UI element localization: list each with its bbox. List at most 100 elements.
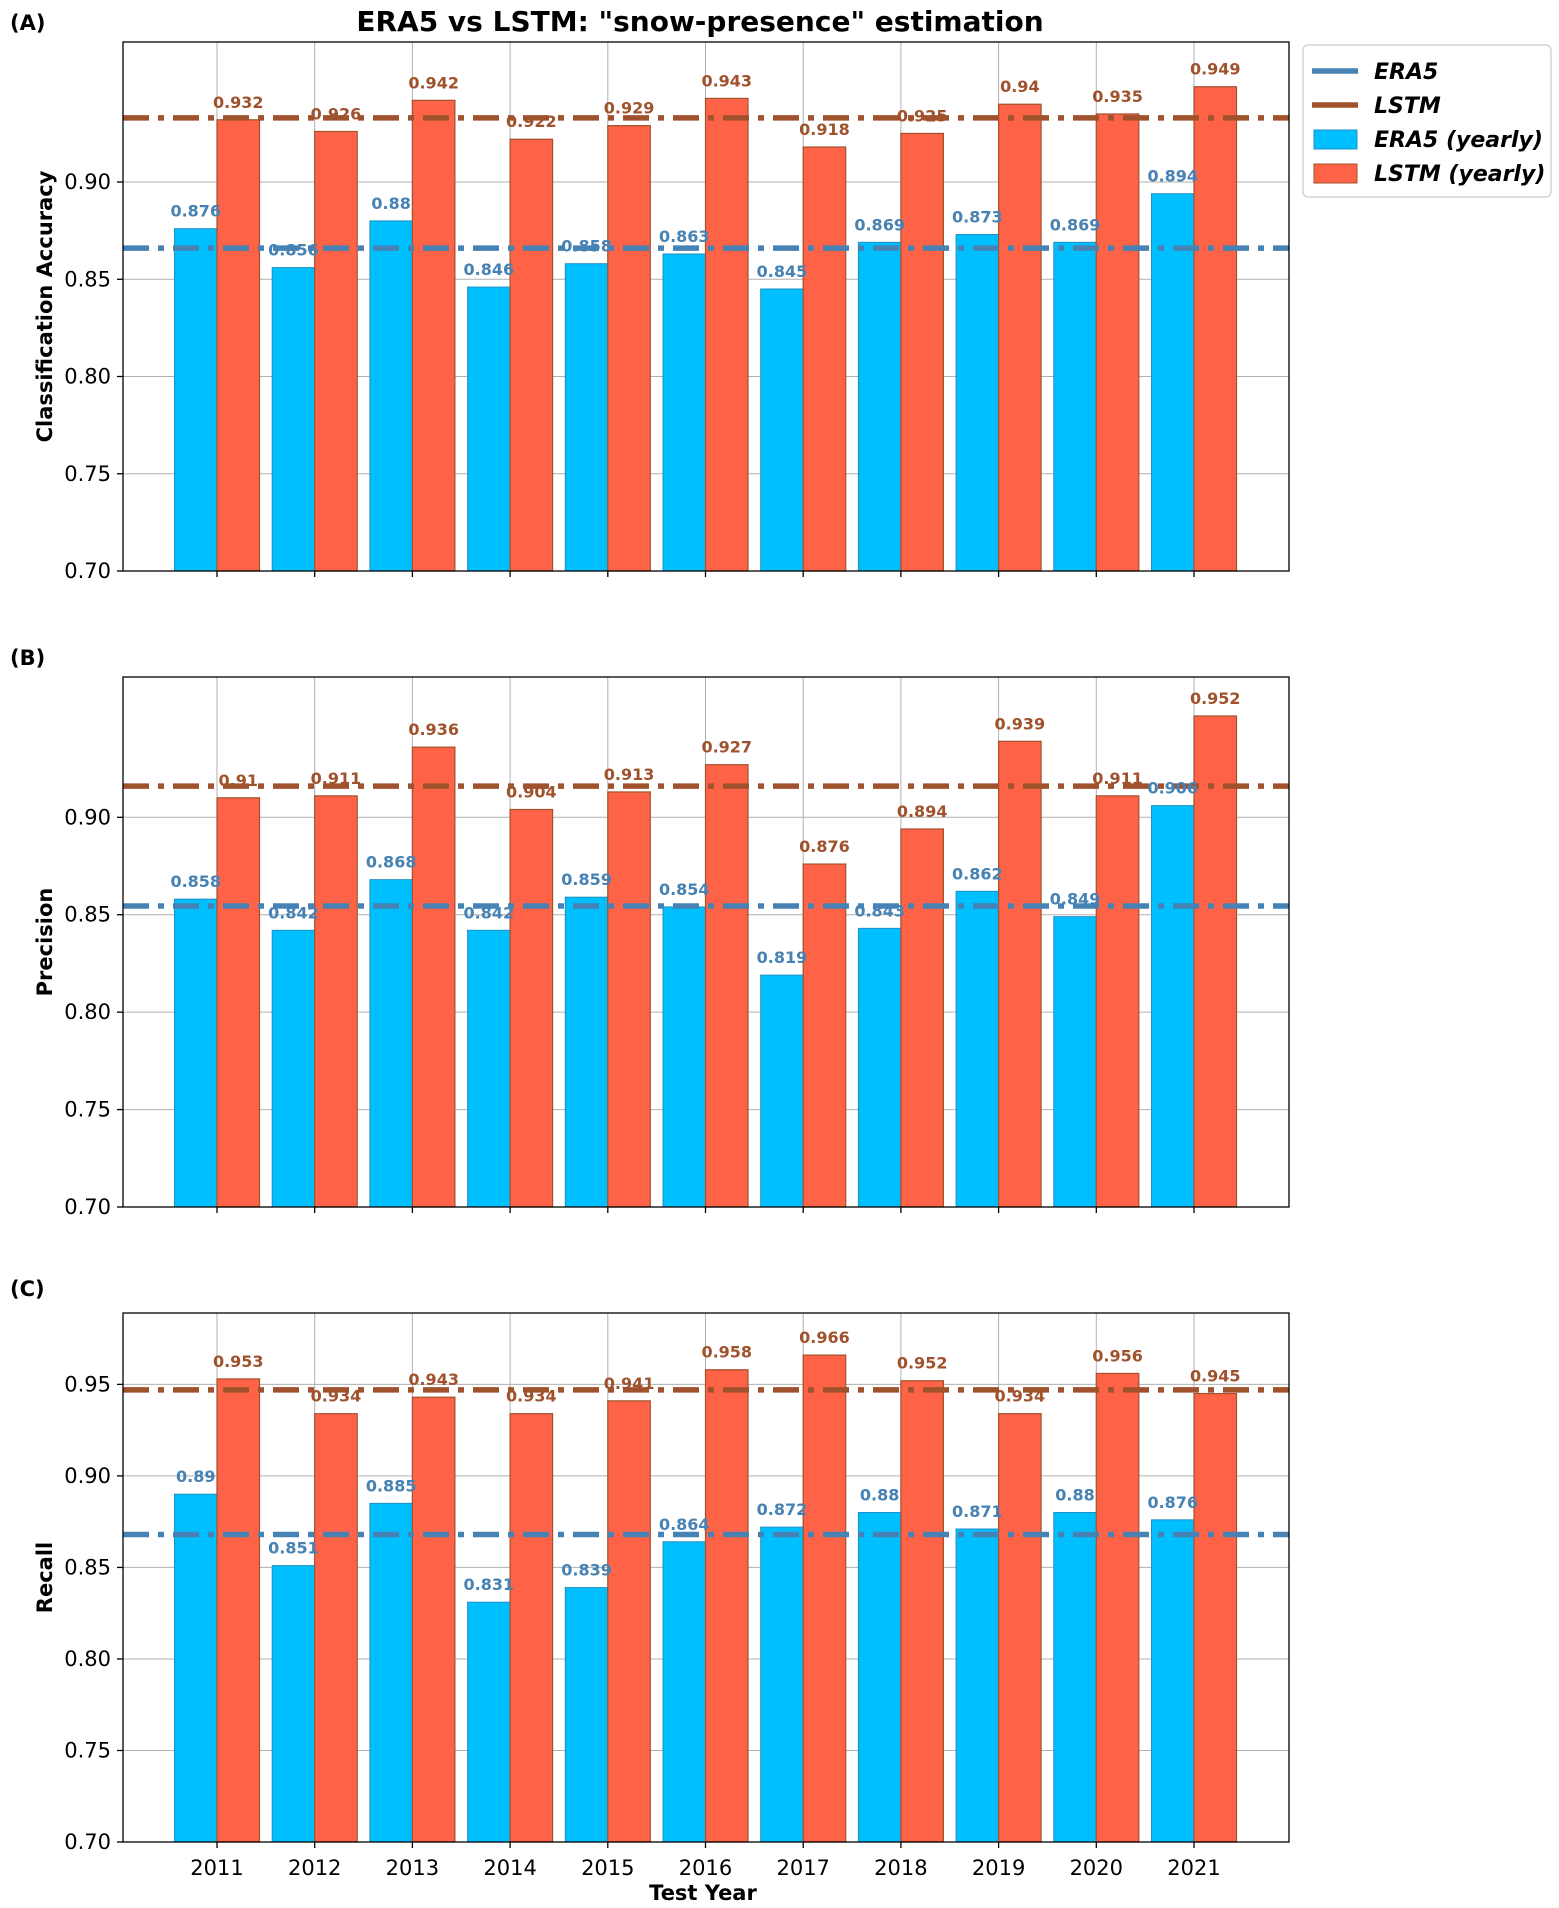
lstm-value-label: 0.939	[995, 714, 1046, 733]
era5-bar-2017	[760, 974, 804, 1208]
era5-value-label: 0.885	[366, 1476, 417, 1495]
lstm-value-label: 0.934	[995, 1387, 1046, 1406]
lstm-value-label: 0.918	[799, 120, 850, 139]
lstm-value-label: 0.936	[408, 720, 459, 739]
lstm-value-label: 0.913	[604, 765, 655, 784]
lstm-bar-2013	[411, 746, 456, 1208]
lstm-value-label: 0.876	[799, 837, 850, 856]
lstm-bar-2020	[1095, 1372, 1140, 1843]
lstm-bar-2018	[900, 828, 945, 1208]
y-tick-label: 0.90	[64, 170, 111, 194]
panel-c: (C) 0.89 0.953 0.851 0.934 0.885 0.943 0.831 0.9…	[10, 1277, 1290, 1905]
era5-value-label: 0.843	[854, 901, 905, 920]
lstm-bar-2015	[607, 125, 651, 572]
era5-bar-2019	[955, 234, 1000, 572]
x-tick-label: 2017	[776, 1856, 829, 1880]
lstm-bar-2016	[704, 764, 749, 1208]
panel-label: (B)	[10, 646, 45, 670]
x-tick-label: 2012	[288, 1856, 341, 1880]
lstm-value-label: 0.941	[604, 1374, 655, 1393]
legend-patch-swatch	[1313, 163, 1358, 184]
era5-value-label: 0.819	[757, 948, 808, 967]
y-tick-label: 0.90	[64, 1464, 111, 1488]
era5-value-label: 0.858	[170, 872, 221, 891]
era5-value-label: 0.863	[659, 227, 710, 246]
lstm-value-label: 0.927	[701, 738, 752, 757]
lstm-bar-2014	[509, 808, 554, 1208]
lstm-bar-2019	[997, 1413, 1042, 1843]
lstm-bar-2011	[216, 797, 261, 1208]
panel-label: (A)	[10, 11, 45, 35]
era5-bar-2020	[1053, 1512, 1097, 1843]
era5-value-label: 0.876	[1147, 1493, 1198, 1512]
era5-value-label: 0.894	[1147, 167, 1198, 186]
lstm-bar-2017	[802, 146, 847, 572]
era5-bar-2012	[271, 929, 316, 1208]
lstm-value-label: 0.966	[799, 1328, 850, 1347]
lstm-value-label: 0.911	[1092, 769, 1143, 788]
era5-value-label: 0.846	[464, 260, 515, 279]
lstm-bar-2014	[509, 138, 554, 572]
legend-patch-swatch	[1313, 129, 1358, 150]
lstm-value-label: 0.943	[408, 1370, 459, 1389]
lstm-bar-2018	[900, 1380, 945, 1843]
lstm-bar-2016	[704, 97, 749, 572]
lstm-bar-2015	[607, 1400, 651, 1843]
x-tick-label: 2011	[190, 1856, 243, 1880]
era5-value-label: 0.872	[757, 1500, 808, 1519]
era5-bar-2014	[467, 1601, 511, 1843]
era5-bar-2016	[662, 906, 706, 1208]
lstm-value-label: 0.949	[1190, 60, 1241, 79]
legend-label: ERA5	[1374, 60, 1438, 85]
era5-value-label: 0.864	[659, 1515, 710, 1534]
x-tick-label: 2018	[874, 1856, 927, 1880]
panel-b: (B) 0.858 0.91 0.842 0.911 0.868 0.936 0.842 0.9…	[10, 646, 1290, 1219]
lstm-bar-2013	[411, 99, 456, 572]
y-axis-label: Recall	[33, 1542, 57, 1613]
x-tick-label: 2020	[1070, 1856, 1123, 1880]
era5-bar-2015	[564, 1587, 609, 1843]
y-tick-label: 0.70	[64, 1830, 111, 1854]
era5-value-label: 0.845	[757, 262, 808, 281]
era5-value-label: 0.839	[561, 1561, 612, 1580]
era5-value-label: 0.868	[366, 853, 417, 872]
x-axis-label: Test Year	[649, 1881, 757, 1905]
era5-bar-2020	[1053, 241, 1097, 572]
era5-bar-2019	[955, 890, 1000, 1208]
era5-value-label: 0.906	[1147, 779, 1198, 798]
legend: ERA5 LSTM ERA5 (yearly) LSTM (yearly)	[1302, 44, 1552, 198]
y-tick-label: 0.90	[64, 805, 111, 829]
era5-value-label: 0.842	[464, 903, 515, 922]
era5-bar-2013	[369, 220, 413, 572]
era5-value-label: 0.88	[860, 1486, 899, 1505]
legend-label: ERA5 (yearly)	[1374, 128, 1543, 153]
y-tick-label: 0.75	[64, 1098, 111, 1122]
x-tick-label: 2016	[679, 1856, 732, 1880]
era5-bar-2015	[564, 263, 609, 572]
lstm-value-label: 0.922	[506, 112, 557, 131]
x-tick-label: 2019	[972, 1856, 1025, 1880]
x-tick-label: 2013	[386, 1856, 439, 1880]
figure-title: ERA5 vs LSTM: "snow-presence" estimation	[356, 5, 1043, 38]
era5-bar-2016	[662, 253, 706, 572]
panel-a: (A) 0.876 0.932 0.856 0.926 0.88 0.942 0.846 0.9…	[10, 11, 1290, 583]
lstm-value-label: 0.894	[897, 802, 948, 821]
lstm-bar-2020	[1095, 795, 1140, 1208]
lstm-value-label: 0.94	[1000, 77, 1039, 96]
era5-bar-2016	[662, 1541, 706, 1843]
y-tick-label: 0.85	[64, 903, 111, 927]
lstm-value-label: 0.929	[604, 99, 655, 118]
legend-label: LSTM (yearly)	[1374, 162, 1545, 187]
lstm-value-label: 0.911	[311, 769, 362, 788]
panel-label: (C)	[10, 1277, 45, 1301]
era5-value-label: 0.871	[952, 1502, 1003, 1521]
era5-bar-2014	[467, 286, 511, 572]
lstm-bar-2012	[314, 130, 358, 572]
y-tick-label: 0.70	[64, 1195, 111, 1219]
era5-value-label: 0.854	[659, 880, 710, 899]
lstm-value-label: 0.934	[311, 1387, 362, 1406]
lstm-value-label: 0.943	[701, 71, 752, 90]
lstm-bar-2019	[997, 740, 1042, 1208]
lstm-value-label: 0.932	[213, 93, 264, 112]
